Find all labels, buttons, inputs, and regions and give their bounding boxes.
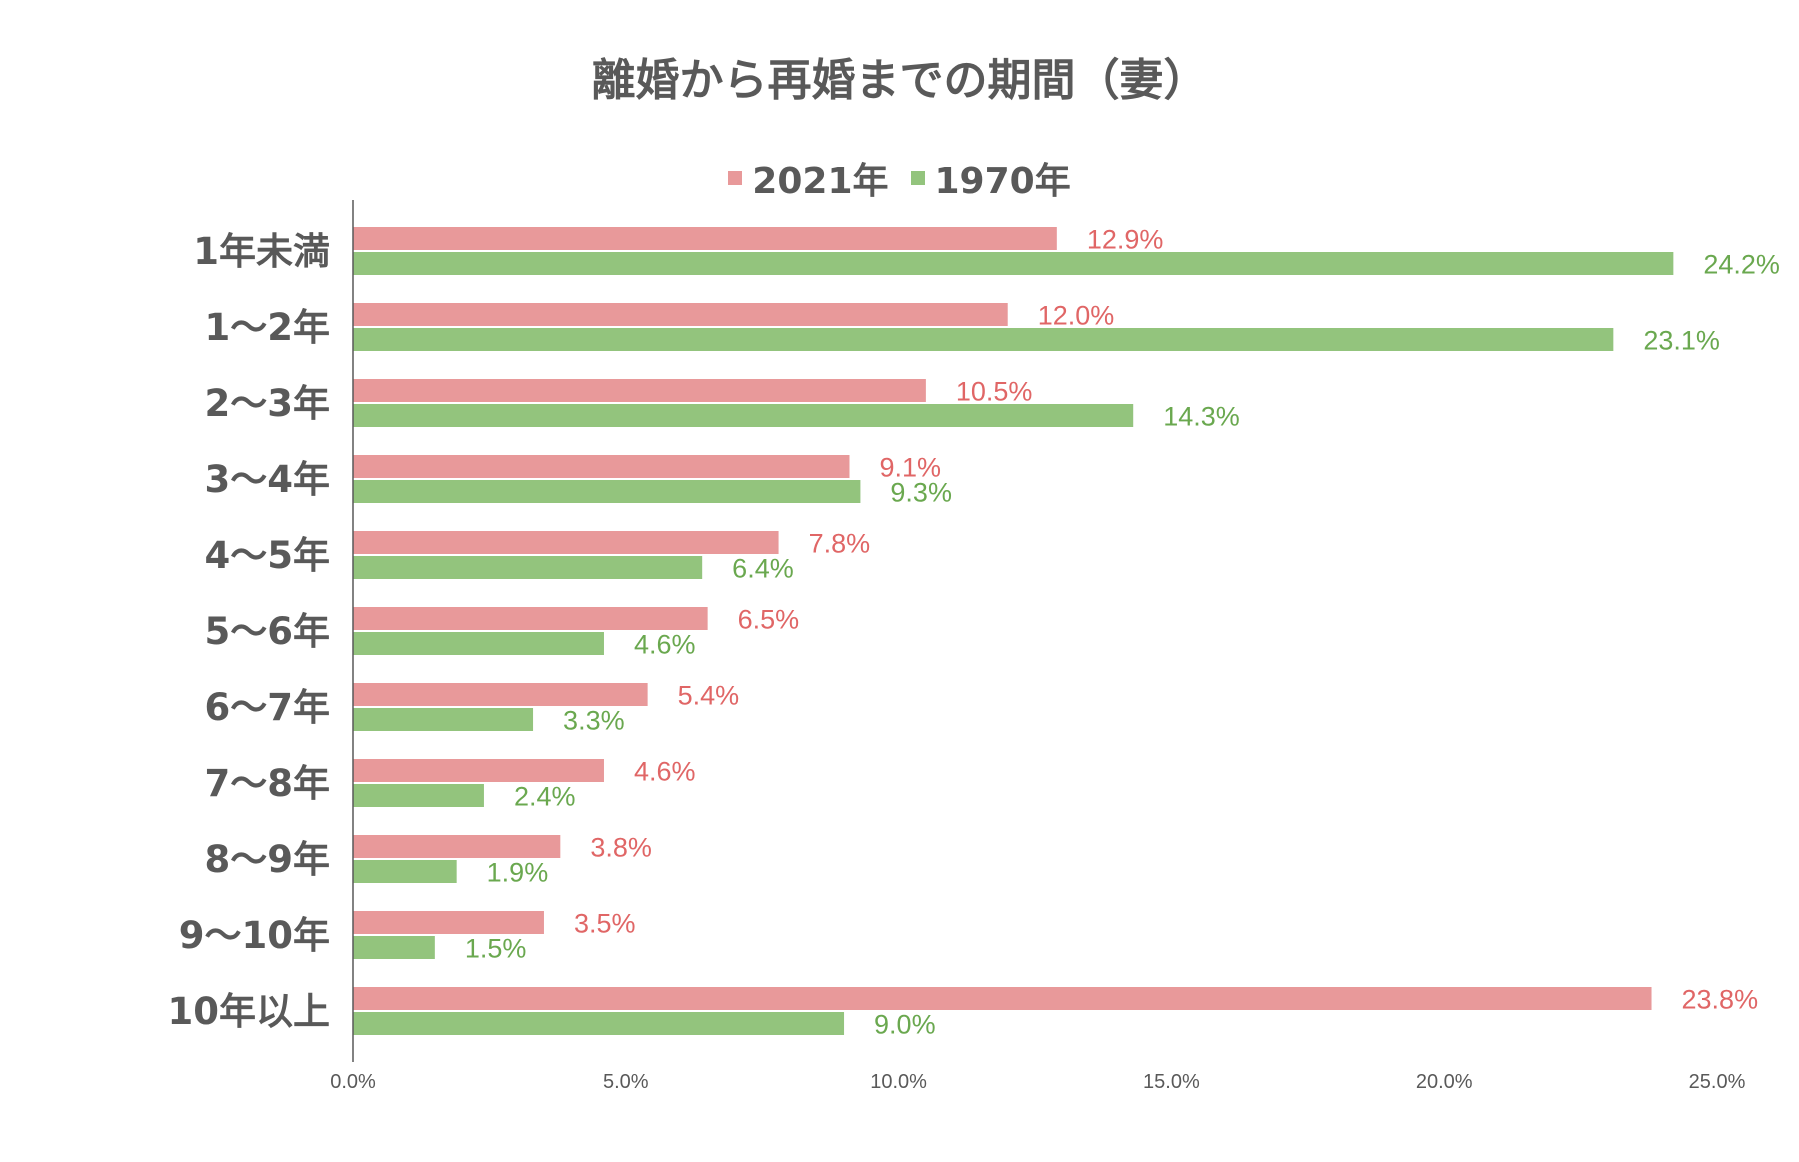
x-tick-label: 0.0% — [330, 1071, 376, 1093]
data-label-2021: 3.5% — [574, 909, 636, 939]
category-label: 10年以上 — [168, 990, 331, 1033]
category-label: 8～9年 — [205, 838, 331, 881]
chart-legend: 2021年 1970年 — [0, 152, 1799, 204]
bar-1970 — [353, 556, 703, 579]
x-tick-label: 5.0% — [603, 1071, 649, 1093]
legend-item-2021: 2021年 — [728, 152, 889, 204]
bar-2021 — [353, 531, 779, 554]
bar-2021 — [353, 683, 648, 706]
data-label-1970: 14.3% — [1163, 402, 1240, 432]
bar-2021 — [353, 455, 850, 478]
category-label: 5～6年 — [205, 610, 331, 653]
data-label-2021: 4.6% — [634, 757, 696, 787]
bar-2021 — [353, 911, 544, 934]
data-label-2021: 12.0% — [1038, 301, 1115, 331]
bar-1970 — [353, 252, 1674, 275]
bar-1970 — [353, 328, 1614, 351]
data-label-1970: 9.3% — [890, 478, 952, 508]
data-label-1970: 24.2% — [1703, 250, 1780, 280]
category-label: 2～3年 — [205, 382, 331, 425]
bar-1970 — [353, 860, 457, 883]
category-label: 9～10年 — [179, 914, 330, 957]
legend-label-2021: 2021年 — [752, 161, 889, 202]
data-label-1970: 2.4% — [514, 782, 576, 812]
legend-label-1970: 1970年 — [934, 161, 1071, 202]
data-label-2021: 3.8% — [590, 833, 652, 863]
bar-2021 — [353, 303, 1008, 326]
bar-1970 — [353, 784, 484, 807]
bar-1970 — [353, 708, 534, 731]
data-label-1970: 1.9% — [487, 858, 549, 888]
category-label: 6～7年 — [205, 686, 331, 729]
data-label-2021: 9.1% — [879, 453, 941, 483]
data-label-1970: 23.1% — [1643, 326, 1720, 356]
x-tick-label: 25.0% — [1689, 1071, 1746, 1093]
bar-2021 — [353, 379, 926, 402]
data-label-1970: 4.6% — [634, 630, 696, 660]
legend-swatch-1970 — [910, 171, 925, 185]
bar-1970 — [353, 632, 604, 655]
bar-2021 — [353, 607, 708, 630]
data-label-2021: 10.5% — [956, 377, 1033, 407]
data-label-1970: 6.4% — [732, 554, 794, 584]
bar-2021 — [353, 835, 561, 858]
data-label-2021: 7.8% — [809, 529, 871, 559]
bar-1970 — [353, 480, 861, 503]
bar-1970 — [353, 1012, 845, 1035]
bar-1970 — [353, 404, 1134, 427]
category-label: 1～2年 — [205, 306, 331, 349]
category-label: 7～8年 — [205, 762, 331, 805]
data-label-2021: 23.8% — [1682, 985, 1759, 1015]
data-label-1970: 3.3% — [563, 706, 625, 736]
bar-2021 — [353, 987, 1652, 1010]
data-label-2021: 12.9% — [1087, 225, 1164, 255]
data-label-1970: 9.0% — [874, 1010, 936, 1040]
legend-item-1970: 1970年 — [910, 152, 1071, 204]
chart-title: 離婚から再婚までの期間（妻） — [591, 55, 1208, 106]
bar-2021 — [353, 759, 604, 782]
bar-2021 — [353, 227, 1057, 250]
category-label: 3～4年 — [205, 458, 331, 501]
category-label: 4～5年 — [205, 534, 331, 577]
x-tick-label: 10.0% — [870, 1071, 927, 1093]
x-tick-label: 20.0% — [1416, 1071, 1473, 1093]
bar-1970 — [353, 936, 435, 959]
data-label-2021: 5.4% — [678, 681, 740, 711]
category-label: 1年未満 — [193, 230, 330, 273]
data-label-2021: 6.5% — [738, 605, 800, 635]
x-tick-label: 15.0% — [1143, 1071, 1200, 1093]
legend-swatch-2021 — [728, 171, 743, 185]
data-label-1970: 1.5% — [465, 934, 527, 964]
